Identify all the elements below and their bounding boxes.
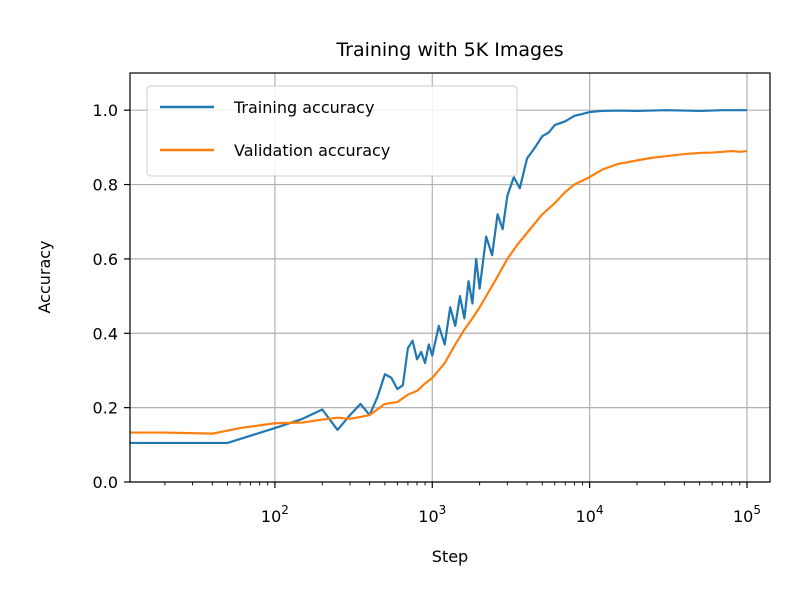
- y-tick-label-4: 0.8: [93, 176, 118, 195]
- series-line-training-accuracy: [130, 109, 747, 445]
- y-tick-label-2: 0.4: [93, 324, 118, 343]
- x-tick-label-1: 103: [418, 503, 446, 526]
- series-line-validation-accuracy: [130, 149, 748, 435]
- legend-label-validation: Validation accuracy: [234, 141, 390, 160]
- legend: Training accuracy Validation accuracy: [146, 85, 518, 177]
- x-tick-label-2: 104: [576, 503, 604, 526]
- x-tick-label-0: 102: [261, 503, 289, 526]
- chart-title: Training with 5K Images: [335, 39, 563, 61]
- legend-label-training: Training accuracy: [233, 98, 374, 117]
- x-axis-label: Step: [432, 547, 468, 566]
- y-axis-label: Accuracy: [35, 240, 54, 313]
- y-tick-label-0: 0.0: [93, 473, 118, 492]
- y-tick-label-1: 0.2: [93, 399, 118, 418]
- series-layer: [130, 109, 748, 445]
- ticks: 0.0 0.2 0.4 0.6 0.8 1.0 102 103 104 105: [93, 101, 761, 526]
- plot-frame: [129, 72, 771, 483]
- x-tick-label-3: 105: [733, 503, 761, 526]
- y-tick-label-3: 0.6: [93, 250, 118, 269]
- y-tick-label-5: 1.0: [93, 101, 118, 120]
- legend-box: [146, 85, 518, 177]
